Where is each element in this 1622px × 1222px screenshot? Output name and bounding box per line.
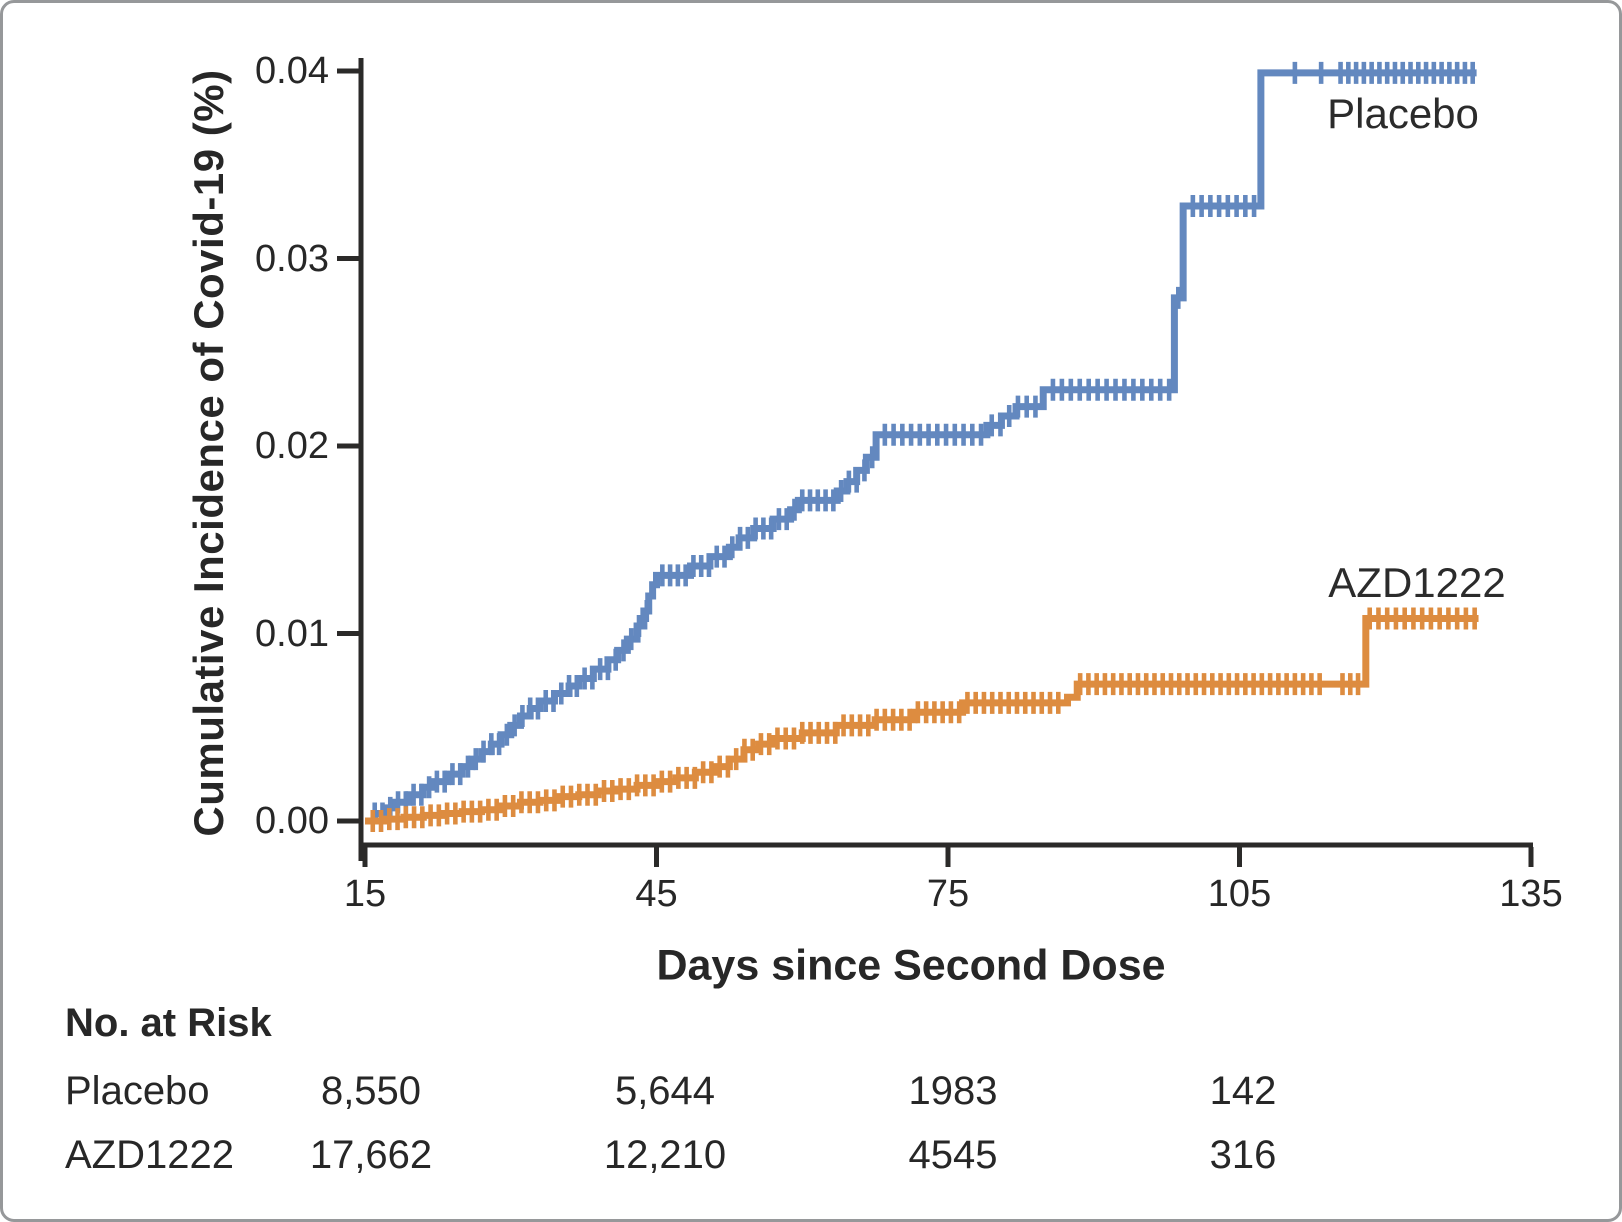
y-tick-label: 0.02 [255, 425, 329, 467]
censor-marks-placebo [372, 61, 1476, 825]
x-tick-label: 135 [1499, 873, 1563, 915]
risk-cell: 1983 [908, 1069, 998, 1113]
risk-cell: 17,662 [309, 1133, 433, 1177]
x-axis-title: Days since Second Dose [656, 941, 1166, 990]
curve-label-azd1222: AZD1222 [1328, 559, 1506, 606]
x-tick-label: 45 [635, 873, 678, 915]
y-tick-label: 0.01 [255, 612, 329, 655]
risk-row-label: AZD1222 [65, 1133, 234, 1177]
risk-row-label: Placebo [65, 1069, 210, 1113]
y-tick-label: 0.00 [255, 800, 329, 842]
x-tick-label: 15 [343, 873, 387, 915]
curve-label-placebo: Placebo [1327, 90, 1479, 137]
censor-marks-azd1222 [370, 607, 1477, 832]
azd1222-curve [365, 615, 1479, 825]
risk-cell: 142 [1209, 1069, 1277, 1113]
risk-cell: 12,210 [603, 1133, 727, 1177]
risk-cell: 8,550 [320, 1069, 422, 1113]
risk-cell: 316 [1209, 1133, 1277, 1177]
x-tick-label: 105 [1207, 873, 1272, 915]
x-tick-label: 75 [926, 873, 970, 915]
risk-table-title: No. at Risk [65, 1001, 272, 1045]
y-tick-label: 0.04 [255, 50, 329, 92]
y-tick-label: 0.03 [255, 237, 329, 280]
risk-cell: 5,644 [614, 1069, 716, 1113]
plot-svg [337, 58, 1534, 867]
risk-cell: 4545 [908, 1133, 998, 1177]
